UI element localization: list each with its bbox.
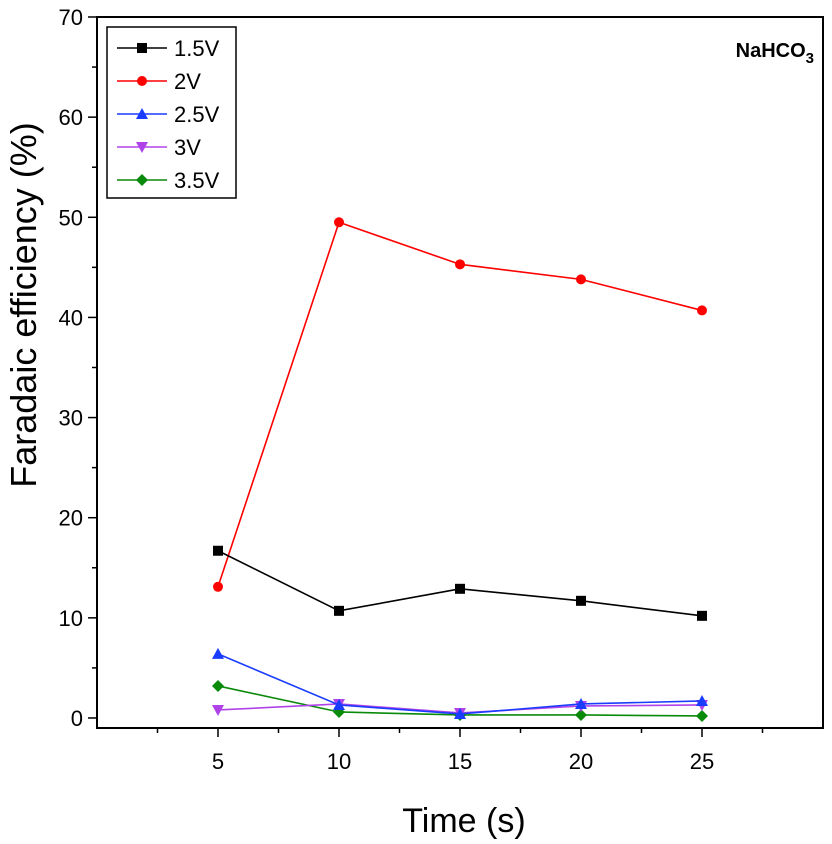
legend-label-3v: 3V xyxy=(174,135,201,160)
legend-label-1-5v: 1.5V xyxy=(174,36,220,61)
y-tick-label: 20 xyxy=(59,506,83,531)
data-point-2-5v xyxy=(575,697,587,709)
y-tick-label: 10 xyxy=(59,606,83,631)
y-tick-label: 30 xyxy=(59,406,83,431)
legend-label-3-5v: 3.5V xyxy=(174,168,220,193)
electrolyte-annotation: NaHCO3 xyxy=(736,40,814,67)
data-point-3v xyxy=(212,704,224,716)
legend: 1.5V 2V 2.5V 3V 3.5V xyxy=(106,26,237,199)
y-tick-label: 60 xyxy=(59,105,83,130)
legend-marker-2-5v xyxy=(136,108,148,119)
data-point-2-5v xyxy=(212,647,224,659)
plot-area xyxy=(212,217,708,722)
legend-label-2v: 2V xyxy=(174,69,201,94)
series-line-1-5v xyxy=(217,550,703,617)
data-point-1-5v xyxy=(576,595,586,606)
x-tick-label: 5 xyxy=(212,749,224,774)
legend-marker-3v xyxy=(136,142,148,153)
x-tick-label: 10 xyxy=(327,749,351,774)
x-axis-title: Time (s) xyxy=(402,802,525,840)
data-point-3-5v xyxy=(696,709,708,722)
data-point-2v xyxy=(334,217,344,228)
data-point-2v xyxy=(213,581,223,592)
data-point-2v xyxy=(576,274,586,285)
y-tick-label: 50 xyxy=(59,205,83,230)
x-tick-label: 15 xyxy=(448,749,472,774)
data-point-2-5v xyxy=(454,707,466,719)
y-tick-label: 40 xyxy=(59,305,83,330)
data-point-1-5v xyxy=(334,605,344,616)
y-tick-label: 70 xyxy=(59,5,83,30)
data-point-2-5v xyxy=(333,698,345,710)
x-tick-label: 25 xyxy=(690,749,714,774)
y-tick-label: 0 xyxy=(71,706,83,731)
legend-box xyxy=(106,26,237,199)
data-point-2v xyxy=(455,259,465,270)
data-point-3-5v xyxy=(575,708,587,721)
data-point-1-5v xyxy=(697,610,707,621)
legend-marker-3-5v xyxy=(136,174,148,186)
data-point-1-5v xyxy=(213,545,223,556)
data-point-3-5v xyxy=(212,679,224,692)
y-axis-title: Faradaic efficiency (%) xyxy=(3,122,44,487)
legend-marker-1-5v xyxy=(137,43,147,53)
data-point-1-5v xyxy=(455,583,465,594)
legend-marker-2v xyxy=(137,76,147,86)
x-tick-label: 20 xyxy=(569,749,593,774)
axes: 5 10 15 20 25 0 10 20 30 40 50 60 70 xyxy=(59,5,824,774)
legend-label-2-5v: 2.5V xyxy=(174,102,220,127)
data-point-2-5v xyxy=(696,694,708,706)
data-point-2v xyxy=(697,305,707,316)
series-line-2v xyxy=(217,221,703,588)
